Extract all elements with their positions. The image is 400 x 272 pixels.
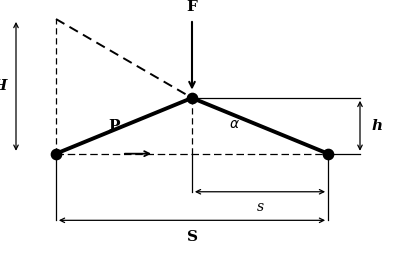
Text: P: P (108, 119, 120, 133)
Text: H: H (0, 79, 6, 93)
Text: F: F (186, 0, 198, 14)
Point (189, 96, 195, 100)
Point (325, 152, 331, 156)
Text: s: s (256, 200, 264, 214)
Point (53, 152, 59, 156)
Text: $\alpha$: $\alpha$ (228, 117, 240, 131)
Text: S: S (186, 230, 198, 244)
Text: h: h (371, 119, 382, 133)
